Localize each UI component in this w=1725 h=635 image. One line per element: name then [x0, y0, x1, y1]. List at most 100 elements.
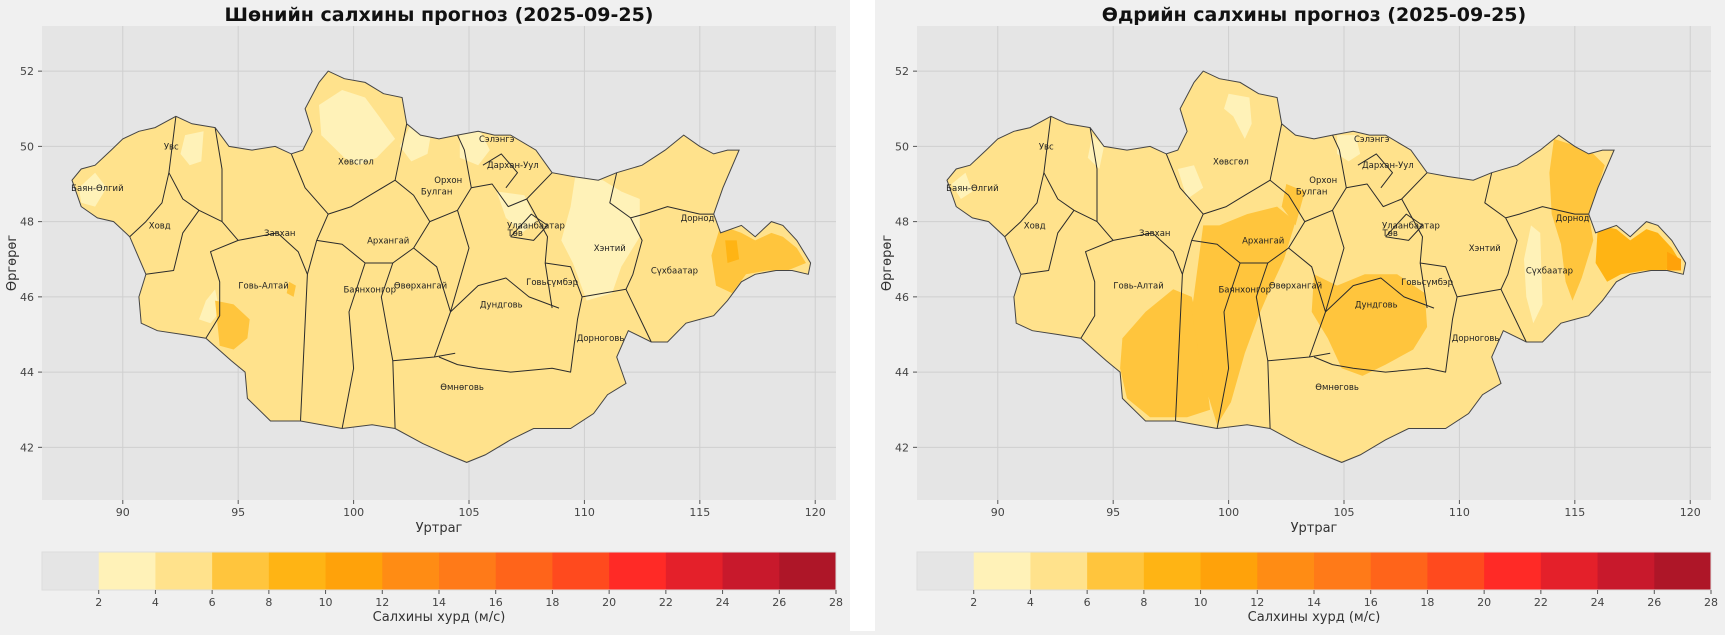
region-label: Дорноговь [1452, 334, 1500, 344]
night-forecast-panel: Шөнийн салхины прогноз (2025-09-25) 90 95 1… [0, 0, 850, 631]
colorbar-segment [722, 552, 780, 590]
colorbar-segment [1030, 552, 1088, 590]
x-tick-label: 110 [574, 506, 595, 519]
region-label: Өмнөговь [440, 383, 484, 393]
y-tick-label: 46 [20, 291, 34, 304]
region-label: Өвөрхангай [394, 282, 447, 292]
colorbar-segment [1200, 552, 1258, 590]
region-label: Хөвсгөл [1213, 157, 1249, 167]
colorbar-tick-label: 28 [1704, 596, 1718, 609]
province-border [341, 262, 366, 429]
x-tick-label: 100 [343, 506, 364, 519]
province-border [1255, 262, 1271, 429]
colorbar-segment [973, 552, 1031, 590]
wind-contour [1224, 93, 1252, 139]
colorbar-tick-label: 6 [209, 596, 216, 609]
colorbar-tick-label: 16 [1364, 596, 1378, 609]
wind-contours [78, 90, 806, 350]
province-border [214, 127, 223, 222]
region-label: Архангай [1242, 236, 1284, 246]
x-tick-label: 120 [1680, 506, 1701, 519]
colorbar-label: Салхины хурд (м/с) [373, 610, 506, 625]
colorbar-segment [1087, 552, 1145, 590]
colorbar-tick-label: 14 [1307, 596, 1321, 609]
colorbar-segment [1654, 552, 1712, 590]
x-axis-label: Уртраг [1291, 521, 1338, 536]
chart-title: Шөнийн салхины прогноз (2025-09-25) [225, 4, 654, 26]
province-border [168, 116, 239, 241]
colorbar-tick-label: 22 [659, 596, 673, 609]
region-label: Говь-Алтай [238, 282, 288, 292]
wind-contour [561, 176, 640, 301]
province-border [1357, 153, 1393, 189]
day-forecast-panel: Өдрийн салхины прогноз (2025-09-25) 90 95 1… [875, 0, 1725, 631]
colorbar-segment [552, 552, 610, 590]
wind-contour [351, 105, 363, 136]
colorbar-tick-label: 24 [1591, 596, 1605, 609]
colorbar-tick-label: 8 [1140, 596, 1147, 609]
colorbar-tick-label: 4 [152, 596, 159, 609]
y-tick-label: 50 [20, 140, 34, 153]
province-border [438, 288, 627, 373]
colorbar-tick-label: 20 [1477, 596, 1491, 609]
colorbar-tick-label: 18 [545, 596, 559, 609]
region-label: Төв [1381, 229, 1397, 239]
region-label: Ховд [149, 221, 171, 231]
region-label: Дархан-Уул [487, 161, 539, 171]
region-label: Баян-Өлгий [946, 184, 998, 194]
colorbar-segment [98, 552, 156, 590]
colorbar-tick-label: 2 [970, 596, 977, 609]
colorbar-segment [1314, 552, 1372, 590]
wind-contour [215, 300, 250, 350]
province-border [1325, 277, 1435, 313]
wind-contour [1177, 165, 1204, 199]
colorbar-segment [1540, 552, 1599, 590]
region-label: Ховд [1024, 221, 1046, 231]
colorbar-segment [1143, 552, 1202, 590]
region-label: Төв [506, 229, 522, 239]
region-label: Өвөрхангай [1269, 282, 1322, 292]
region-label: Увс [1039, 142, 1054, 152]
region-label: Баянхонгор [1218, 285, 1271, 295]
y-tick-label: 52 [20, 65, 34, 78]
colorbar-segment [779, 552, 837, 590]
colorbar-tick-label: 26 [772, 596, 786, 609]
region-label: Өмнөговь [1315, 383, 1359, 393]
y-tick-label: 50 [895, 140, 909, 153]
province-border [1216, 262, 1241, 429]
wind-contour [1120, 289, 1211, 418]
province-border [1313, 288, 1502, 373]
wind-contour [1524, 225, 1543, 324]
province-border [380, 262, 396, 429]
colorbar-segment [155, 552, 213, 590]
wind-contour [78, 172, 107, 207]
province-border [145, 210, 200, 275]
colorbar-tick-label: 6 [1084, 596, 1091, 609]
colorbar-tick-label: 4 [1027, 596, 1034, 609]
x-tick-label: 100 [1218, 506, 1239, 519]
chart-title: Өдрийн салхины прогноз (2025-09-25) [1102, 4, 1526, 26]
province-border [1346, 172, 1428, 208]
colorbar-segment [665, 552, 724, 590]
x-tick-label: 120 [805, 506, 826, 519]
wind-contour [951, 172, 973, 199]
province-border [205, 232, 308, 422]
region-label: Орхон [434, 176, 462, 186]
region-label: Сүхбаатар [1526, 267, 1573, 277]
province-border [1165, 123, 1283, 215]
region-label: Говьсүмбэр [526, 278, 578, 288]
x-axis-label: Уртраг [416, 521, 463, 536]
province-border [1043, 116, 1114, 241]
region-label: Хэнтий [1469, 244, 1501, 254]
region-label: Сэлэнгэ [479, 135, 515, 145]
x-tick-label: 115 [689, 506, 710, 519]
province-border [450, 210, 470, 313]
colorbar-tick-label: 14 [432, 596, 446, 609]
province-border [316, 179, 431, 264]
province-border [129, 172, 170, 238]
region-label: Баянхонгор [343, 285, 396, 295]
day-chart: Өдрийн салхины прогноз (2025-09-25) 90 95 1… [880, 4, 1718, 625]
y-tick-label: 48 [895, 216, 909, 229]
wind-contour [180, 131, 204, 166]
colorbar-tick-label: 18 [1420, 596, 1434, 609]
